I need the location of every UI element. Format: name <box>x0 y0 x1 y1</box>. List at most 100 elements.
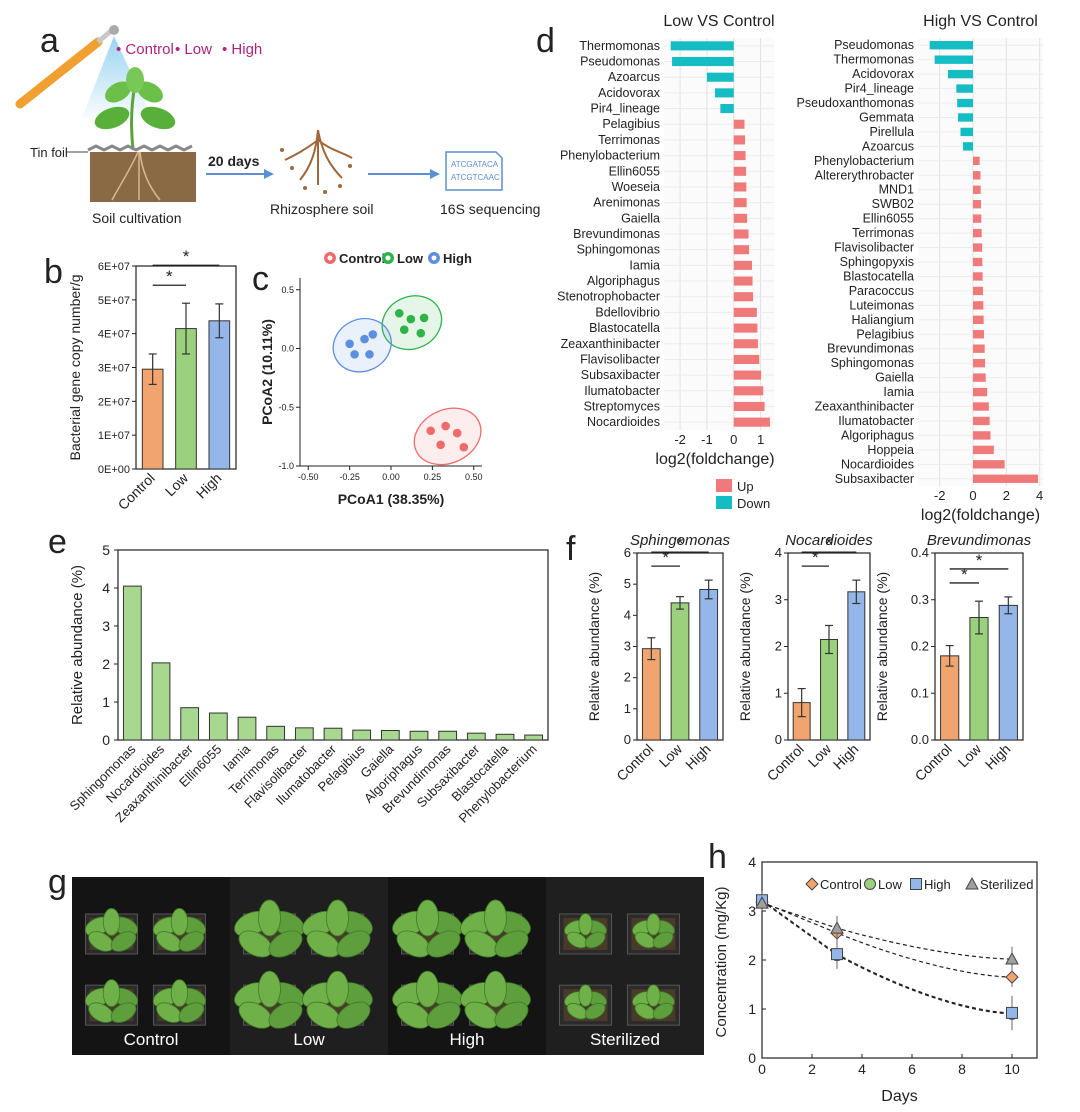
bar-control <box>940 655 960 741</box>
significance-star: * <box>166 267 173 286</box>
tin-foil-line <box>87 144 193 152</box>
bar-low <box>670 602 690 741</box>
photo-section-sterilized <box>546 877 704 1055</box>
category-label-gaiella: Gaiella <box>621 211 660 225</box>
category-label-woeseia: Woeseia <box>612 180 660 194</box>
x-label-high: High <box>193 470 225 502</box>
significance-star: * <box>961 565 968 584</box>
fit-line-low <box>761 900 1013 1015</box>
bar-terrimonas <box>733 135 746 145</box>
category-label-pirellula: Pirellula <box>870 125 915 139</box>
bar-algoriphagus <box>973 431 991 440</box>
photo-section-control <box>72 877 230 1055</box>
legend-label-control: Control <box>339 251 385 266</box>
y-tick-label: 3 <box>102 618 110 634</box>
y-tick-label: -0.5 <box>278 402 294 412</box>
panel-b: b 0E+00 1E+07 2E+07 3E+07 4E+07 5E+07 6E+07 Con… <box>44 247 237 513</box>
category-label-gaiella: Gaiella <box>875 371 914 385</box>
chart-title: Low VS Control <box>663 13 774 30</box>
panel-letter-h: h <box>708 838 727 876</box>
x-tick-label: 0.00 <box>382 472 400 482</box>
bar-high <box>699 588 719 741</box>
bar-acidovorax <box>714 88 734 98</box>
category-label-thermomonas: Thermomonas <box>833 53 914 67</box>
category-label-streptomyces: Streptomyces <box>584 399 660 413</box>
point-high <box>360 334 369 344</box>
leaf <box>178 1002 205 1023</box>
photo-label-high: High <box>450 1030 485 1049</box>
bar-sphingopyxis <box>973 257 983 267</box>
bar-pelagibius <box>733 119 745 129</box>
leaf <box>484 970 507 1008</box>
rhizosphere-roots-icon <box>280 129 353 194</box>
leaf <box>110 1002 137 1023</box>
y-tick-label: 4 <box>102 580 110 596</box>
seq-line-2: ATCGTCAAC <box>451 173 500 182</box>
category-label-hoppeia: Hoppeia <box>867 443 914 457</box>
category-label-sphingopyxis: Sphingopyxis <box>840 255 914 269</box>
y-tick-label: 0.2 <box>911 639 929 654</box>
bar-altererythrobacter <box>973 171 981 180</box>
y-tick-label: 1 <box>775 685 782 700</box>
bar-low <box>969 617 989 741</box>
x-tick-label: 0 <box>969 488 976 503</box>
chart-title: Brevundimonas <box>927 532 1032 549</box>
category-label-pelagibius: Pelagibius <box>602 117 660 131</box>
category-label-acidovorax: Acidovorax <box>852 67 915 81</box>
category-label-subsaxibacter: Subsaxibacter <box>581 368 660 382</box>
bar-low <box>820 638 838 741</box>
category-label-swb02: SWB02 <box>872 197 914 211</box>
bar-terrimonas <box>266 725 286 741</box>
category-label-haliangium: Haliangium <box>851 313 914 327</box>
panel-letter-c: c <box>252 260 269 298</box>
legend-swatch-dot <box>385 255 391 261</box>
legend-swatch-low <box>864 878 876 890</box>
x-tick-label: 6 <box>908 1061 916 1077</box>
bar-gaiella <box>733 213 748 223</box>
leaf <box>102 979 121 1008</box>
y-tick-label: 0.3 <box>911 592 929 607</box>
bar-mnd1 <box>973 185 981 194</box>
chart-title: Sphingomonas <box>630 532 731 549</box>
category-label-blastocatella: Blastocatella <box>589 321 660 335</box>
bar-iamia <box>973 387 988 397</box>
bar-ilumatobacter <box>323 727 343 741</box>
x-tick-label: 8 <box>958 1061 966 1077</box>
bar-gaiella <box>973 373 986 382</box>
bar-sphingomonas <box>973 358 985 368</box>
leaf <box>494 930 529 958</box>
bar-thermomonas <box>934 55 973 64</box>
category-label-pseudomonas: Pseudomonas <box>834 38 914 52</box>
legend-label-up: Up <box>737 479 754 494</box>
x-axis-title: PCoA1 (38.35%) <box>338 491 445 507</box>
point-control <box>441 421 450 431</box>
category-label-zeaxanthinibacter: Zeaxanthinibacter <box>815 400 914 414</box>
leaf <box>178 931 205 952</box>
bar-pirellula <box>960 127 973 137</box>
panel-h: h 0 2 4 6 8 10 0 1 2 3 4 Days Concentration (mg/Kg) C… <box>708 838 1038 1105</box>
y-tick-label: 2 <box>748 952 756 968</box>
point-low <box>406 314 416 324</box>
bar-bdellovibrio <box>733 307 757 317</box>
leaf <box>170 908 189 936</box>
y-tick-label: 3 <box>624 639 631 654</box>
y-tick-label: 1E+07 <box>98 430 130 442</box>
category-label-iamia: Iamia <box>629 258 660 272</box>
leaf <box>336 930 371 958</box>
leaf <box>102 908 121 936</box>
plant-photo: Control Low High Sterilized <box>72 877 704 1055</box>
bar-zeaxanthinibacter <box>180 707 200 741</box>
category-label-phenylobacterium: Phenylobacterium <box>560 149 660 163</box>
point-control <box>426 426 436 436</box>
x-tick-label: -0.25 <box>339 472 360 482</box>
category-label-algoriphagus: Algoriphagus <box>841 428 914 442</box>
category-label-iamia: Iamia <box>883 385 914 399</box>
leaf <box>652 931 674 949</box>
panel-e-plot: 012345SphingomonasNocardioidesZeaxanthin… <box>67 542 549 826</box>
point-high <box>345 339 354 349</box>
panel-g: g Control Low High Sterilized <box>48 863 704 1055</box>
label-tin-foil: Tin foil <box>30 145 68 160</box>
leaf <box>268 1001 303 1029</box>
